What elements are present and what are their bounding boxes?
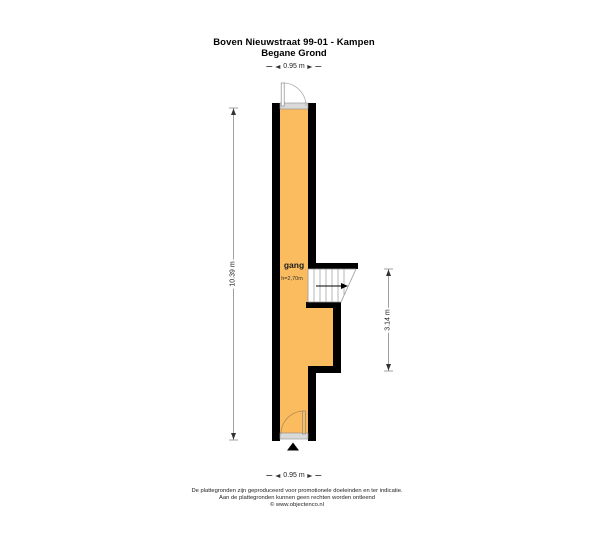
page-title: Boven Nieuwstraat 99-01 - Kampen (213, 37, 375, 48)
dimension-bottom: 0.95 m (266, 472, 322, 479)
wall-stair-top (308, 263, 358, 269)
dim-right-arrow-down (386, 364, 391, 371)
dimension-top: 0.95 m (266, 63, 322, 70)
wall-right-lower (308, 366, 316, 441)
dim-tick (266, 66, 273, 67)
dim-left-arrow-down (231, 433, 236, 440)
footer-line-2: Aan de plattegronden kunnen geen rechten… (219, 495, 375, 501)
dim-left-arrow-up (231, 108, 236, 115)
wall-step-back (308, 366, 341, 373)
walls (272, 103, 358, 441)
floor-subtitle: Begane Grond (261, 48, 327, 59)
wall-right-extension (333, 302, 341, 373)
wall-left (272, 103, 280, 441)
north-arrow-icon (287, 442, 299, 451)
dimension-bottom-label: 0.95 m (283, 472, 305, 479)
door-threshold-top (279, 102, 309, 110)
door-top-leaf (280, 82, 285, 107)
dimension-right-label: 3.14 m (384, 307, 392, 333)
footer-line-1: De plattegronden zijn geproduceerd voor … (191, 488, 403, 494)
dim-tick (266, 475, 273, 476)
dimension-left-label: 10.39 m (229, 259, 237, 289)
footer-line-3: © www.objectenco.nl (270, 502, 324, 508)
room-ceiling-height: h=2,70m (281, 276, 303, 282)
wall-stair-bottom (306, 302, 341, 308)
dimension-top-label: 0.95 m (283, 63, 305, 70)
dim-tick (315, 475, 322, 476)
dim-arrow-left-icon (275, 473, 281, 478)
stair-direction-arrow (341, 283, 348, 289)
door-bottom-leaf (302, 410, 306, 435)
door-bottom (280, 410, 306, 435)
footer-disclaimer: De plattegronden zijn geproduceerd voor … (191, 488, 402, 509)
wall-right-upper (308, 103, 316, 263)
dim-arrow-right-icon (307, 473, 313, 478)
room-label: gang (283, 260, 305, 270)
dim-right-arrow-up (386, 269, 391, 276)
door-top (280, 82, 307, 107)
stairs (307, 268, 357, 303)
door-threshold-bottom (279, 432, 309, 440)
dim-tick (315, 66, 322, 67)
door-bottom-swing-arc (280, 410, 305, 435)
corridor-floor (280, 107, 333, 433)
dim-arrow-left-icon (275, 64, 281, 69)
dim-arrow-right-icon (307, 64, 313, 69)
door-top-swing-arc (282, 82, 307, 107)
